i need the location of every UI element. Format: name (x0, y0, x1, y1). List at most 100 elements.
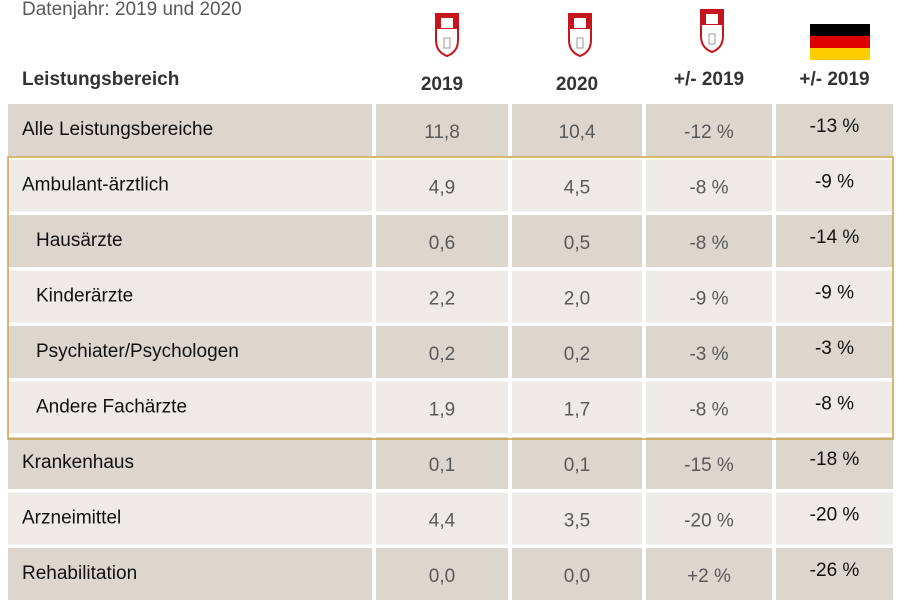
cell-bg (8, 159, 372, 212)
cell-value: -3 % (689, 344, 728, 365)
cell-bg (776, 437, 893, 489)
cell-bg (646, 270, 772, 323)
cell-value: 0,2 (564, 344, 590, 365)
cell-bg (776, 270, 893, 323)
cell-bg (376, 548, 508, 600)
hamburg-emblem (700, 9, 724, 54)
column-header: +/- 2019 (674, 69, 744, 90)
cell-bg (512, 326, 642, 378)
cell-bg (8, 326, 372, 378)
cell-value: 4,4 (429, 511, 456, 532)
cell-bg (646, 326, 772, 378)
column-header: Leistungsbereich (22, 69, 179, 90)
cell-bg (8, 492, 372, 545)
cell-bg (512, 548, 642, 600)
cell-value: 4,5 (564, 178, 590, 199)
row-label: Kinderärzte (36, 286, 133, 307)
cell-value: +2 % (687, 566, 731, 587)
cell-value: 3,5 (564, 511, 590, 532)
column-header: 2019 (421, 74, 463, 95)
row-label: Andere Fachärzte (36, 397, 187, 418)
cell-bg (8, 437, 372, 489)
cell-value: -9 % (815, 172, 854, 193)
cell-bg (776, 492, 893, 545)
cell-value: -9 % (689, 289, 728, 310)
cell-bg (376, 270, 508, 323)
row-label: Hausärzte (36, 230, 123, 251)
hamburg-emblem (568, 13, 592, 58)
cell-value: 0,1 (429, 455, 455, 476)
cell-value: -13 % (810, 116, 860, 137)
cell-bg (646, 492, 772, 545)
cell-bg (376, 104, 508, 156)
cell-bg (512, 437, 642, 489)
cell-value: 2,0 (564, 289, 590, 310)
cell-bg (512, 381, 642, 434)
cell-value: 0,1 (564, 455, 590, 476)
cell-value: -12 % (684, 122, 734, 143)
cell-bg (8, 215, 372, 267)
german-flag (810, 24, 870, 60)
cell-bg (8, 270, 372, 323)
cell-bg (376, 215, 508, 267)
row-label: Ambulant-ärztlich (22, 175, 169, 196)
cell-bg (376, 492, 508, 545)
cell-bg (776, 159, 893, 212)
cell-bg (8, 548, 372, 600)
cell-value: 0,6 (429, 233, 455, 254)
cell-bg (646, 437, 772, 489)
cell-value: 0,5 (564, 233, 590, 254)
row-label: Arzneimittel (22, 508, 121, 529)
row-label: Rehabilitation (22, 563, 137, 584)
cell-value: 0,0 (564, 566, 590, 587)
cell-bg (512, 270, 642, 323)
cell-value: 0,2 (429, 344, 455, 365)
cell-value: 4,9 (429, 178, 455, 199)
cell-bg (512, 159, 642, 212)
cell-value: -8 % (689, 178, 728, 199)
cell-value: -14 % (810, 227, 860, 248)
cell-value: -26 % (810, 560, 860, 581)
cell-bg (776, 104, 893, 156)
cell-value: -20 % (684, 511, 734, 532)
cell-value: -20 % (810, 505, 860, 526)
cell-bg (376, 437, 508, 489)
cell-value: -8 % (689, 233, 728, 254)
cell-value: -9 % (815, 283, 854, 304)
cell-value: 1,7 (564, 400, 590, 421)
cell-bg (512, 104, 642, 156)
group-border (7, 156, 894, 440)
cell-bg (376, 381, 508, 434)
row-label: Alle Leistungsbereiche (22, 119, 213, 140)
cell-bg (646, 215, 772, 267)
row-label: Psychiater/Psychologen (36, 341, 239, 362)
table: Leistungsbereich 2019 2020 +/- 2019 +/- 2019… (8, 69, 893, 600)
cell-value: 2,2 (429, 289, 455, 310)
cell-value: -3 % (815, 338, 854, 359)
cell-bg (8, 104, 372, 156)
cell-value: 10,4 (559, 122, 596, 143)
cell-value: 0,0 (429, 566, 455, 587)
cell-bg (646, 548, 772, 600)
cell-bg (376, 159, 508, 212)
cell-value: -15 % (684, 455, 734, 476)
cell-value: 1,9 (429, 400, 455, 421)
cell-bg (776, 548, 893, 600)
row-label: Krankenhaus (22, 452, 134, 473)
cell-bg (646, 159, 772, 212)
cell-value: -8 % (815, 394, 854, 415)
icons (435, 9, 870, 60)
cell-value: -8 % (689, 400, 728, 421)
cell-value: -18 % (810, 449, 860, 470)
cell-bg (776, 215, 893, 267)
column-header: +/- 2019 (799, 69, 869, 90)
cell-bg (776, 381, 893, 434)
cell-bg (646, 381, 772, 434)
cell-bg (646, 104, 772, 156)
hamburg-emblem (435, 13, 459, 58)
caption: Datenjahr: 2019 und 2020 (22, 0, 242, 20)
column-header: 2020 (556, 74, 598, 95)
cell-bg (376, 326, 508, 378)
cell-bg (8, 381, 372, 434)
